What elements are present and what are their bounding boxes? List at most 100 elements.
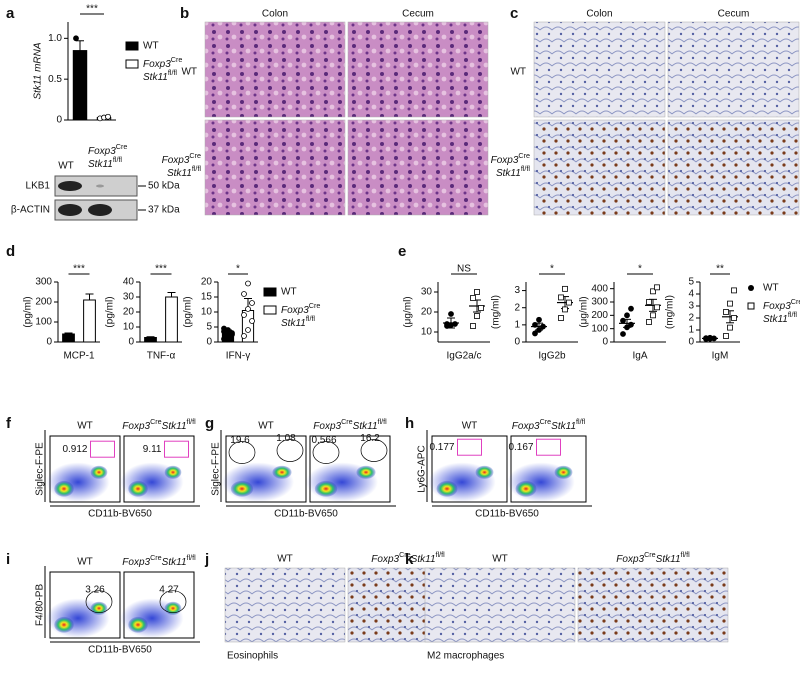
y-tick-label: 20 [123,307,135,318]
genotype-superscript: Cre [540,417,552,426]
cell-population [230,480,254,497]
y-tick-label: 200 [591,310,608,321]
y-tick-label: 10 [421,327,433,338]
genotype-name: Stk11 [88,159,113,170]
data-point [723,309,729,315]
data-point [532,330,538,337]
micrograph [347,21,489,118]
y-tick-label: 0 [206,337,212,348]
y-axis-label: (mg/ml) [665,295,676,329]
panel-label: i [6,551,10,568]
genotype-name: Foxp3 [616,554,644,565]
y-tick-label: 0 [128,337,134,348]
y-axis-label: (μg/ml) [579,296,590,327]
gate-value: 1.08 [276,433,296,444]
micrograph [204,119,346,216]
bar [83,299,96,343]
data-point [654,284,660,291]
x-axis-label: CD11b-BV650 [475,509,539,520]
data-point [81,58,87,65]
cell-population [90,601,108,615]
micrograph [667,119,800,216]
significance: * [638,264,642,275]
row-label: WT [510,67,526,78]
data-point [474,313,480,319]
cell-population [164,601,182,615]
y-axis-label: Stk11 mRNA [33,42,44,99]
y-tick-label: 20 [201,277,213,288]
data-point [628,321,634,328]
data-point [444,321,450,327]
gate-value: 0.912 [62,444,87,455]
gate-value: 19.6 [230,435,250,446]
genotype-superscript: fl/fl [378,417,388,426]
y-tick-label: 2 [514,302,520,313]
column-label: WT [492,554,508,565]
legend-marker [747,302,755,310]
y-axis-label: Siglec-F-PE [211,442,222,496]
data-point [245,306,251,312]
data-point [628,305,634,312]
x-tick-label: TNF-α [147,351,176,362]
data-point [448,311,454,317]
genotype-superscript: fl/fl [113,155,123,164]
caption: Eosinophils [227,651,278,662]
data-point [620,317,626,324]
cell-population [515,480,537,497]
genotype-name: Stk11 [551,421,576,432]
gate-value: 0.167 [508,442,533,453]
genotype-name: Foxp3 [162,155,190,166]
data-point [646,319,652,325]
row-label: WT [181,67,197,78]
data-point [558,315,564,321]
significance: NS [457,264,471,275]
genotype-name: Foxp3 [122,557,150,568]
gate [164,440,189,458]
genotype-label: Foxp3CreStk11fl/fl [512,417,586,432]
column-label: Cecum [718,9,750,20]
y-axis-label: Siglec-F-PE [35,442,46,496]
genotype-name: Foxp3 [143,59,171,70]
bar [165,296,178,343]
data-point [731,287,737,294]
y-tick-label: 20 [421,307,433,318]
y-tick-label: 15 [201,292,213,303]
y-tick-label: 0 [514,337,520,348]
gate [90,440,115,458]
panel-label: k [405,551,414,568]
x-tick-label: IgM [712,351,729,362]
column-label: WT [462,421,478,432]
x-axis-label: CD11b-BV650 [88,509,152,520]
blot-band [96,184,104,188]
cell-population [314,480,338,497]
data-point [536,316,542,323]
genotype-label: Foxp3CreStk11fl/fl [313,417,387,432]
data-point [470,295,476,301]
cell-population [554,465,573,479]
cell-population [475,465,494,479]
cell-population [272,465,292,479]
gate [85,590,113,614]
data-point [221,336,227,342]
column-label: Colon [262,9,288,20]
micrograph [424,567,576,643]
panel-label: c [510,5,518,22]
legend-label: WT [763,283,779,294]
column-label: WT [77,421,93,432]
blot-lane-label: WT [58,161,74,172]
size-marker-label: 37 kDa [148,205,180,216]
y-axis-label: F4/80-PB [35,584,46,627]
genotype-name: Foxp3 [763,301,791,312]
legend-marker [748,285,754,291]
genotype-superscript: Cre [189,151,201,160]
gate [536,438,561,456]
genotype-label: Foxp3CreStk11fl/fl [616,550,690,565]
genotype-superscript: Cre [518,151,530,160]
data-point [452,321,458,327]
column-label: WT [277,554,293,565]
genotype-name: Stk11 [143,72,168,83]
genotype-name: Foxp3 [281,305,309,316]
